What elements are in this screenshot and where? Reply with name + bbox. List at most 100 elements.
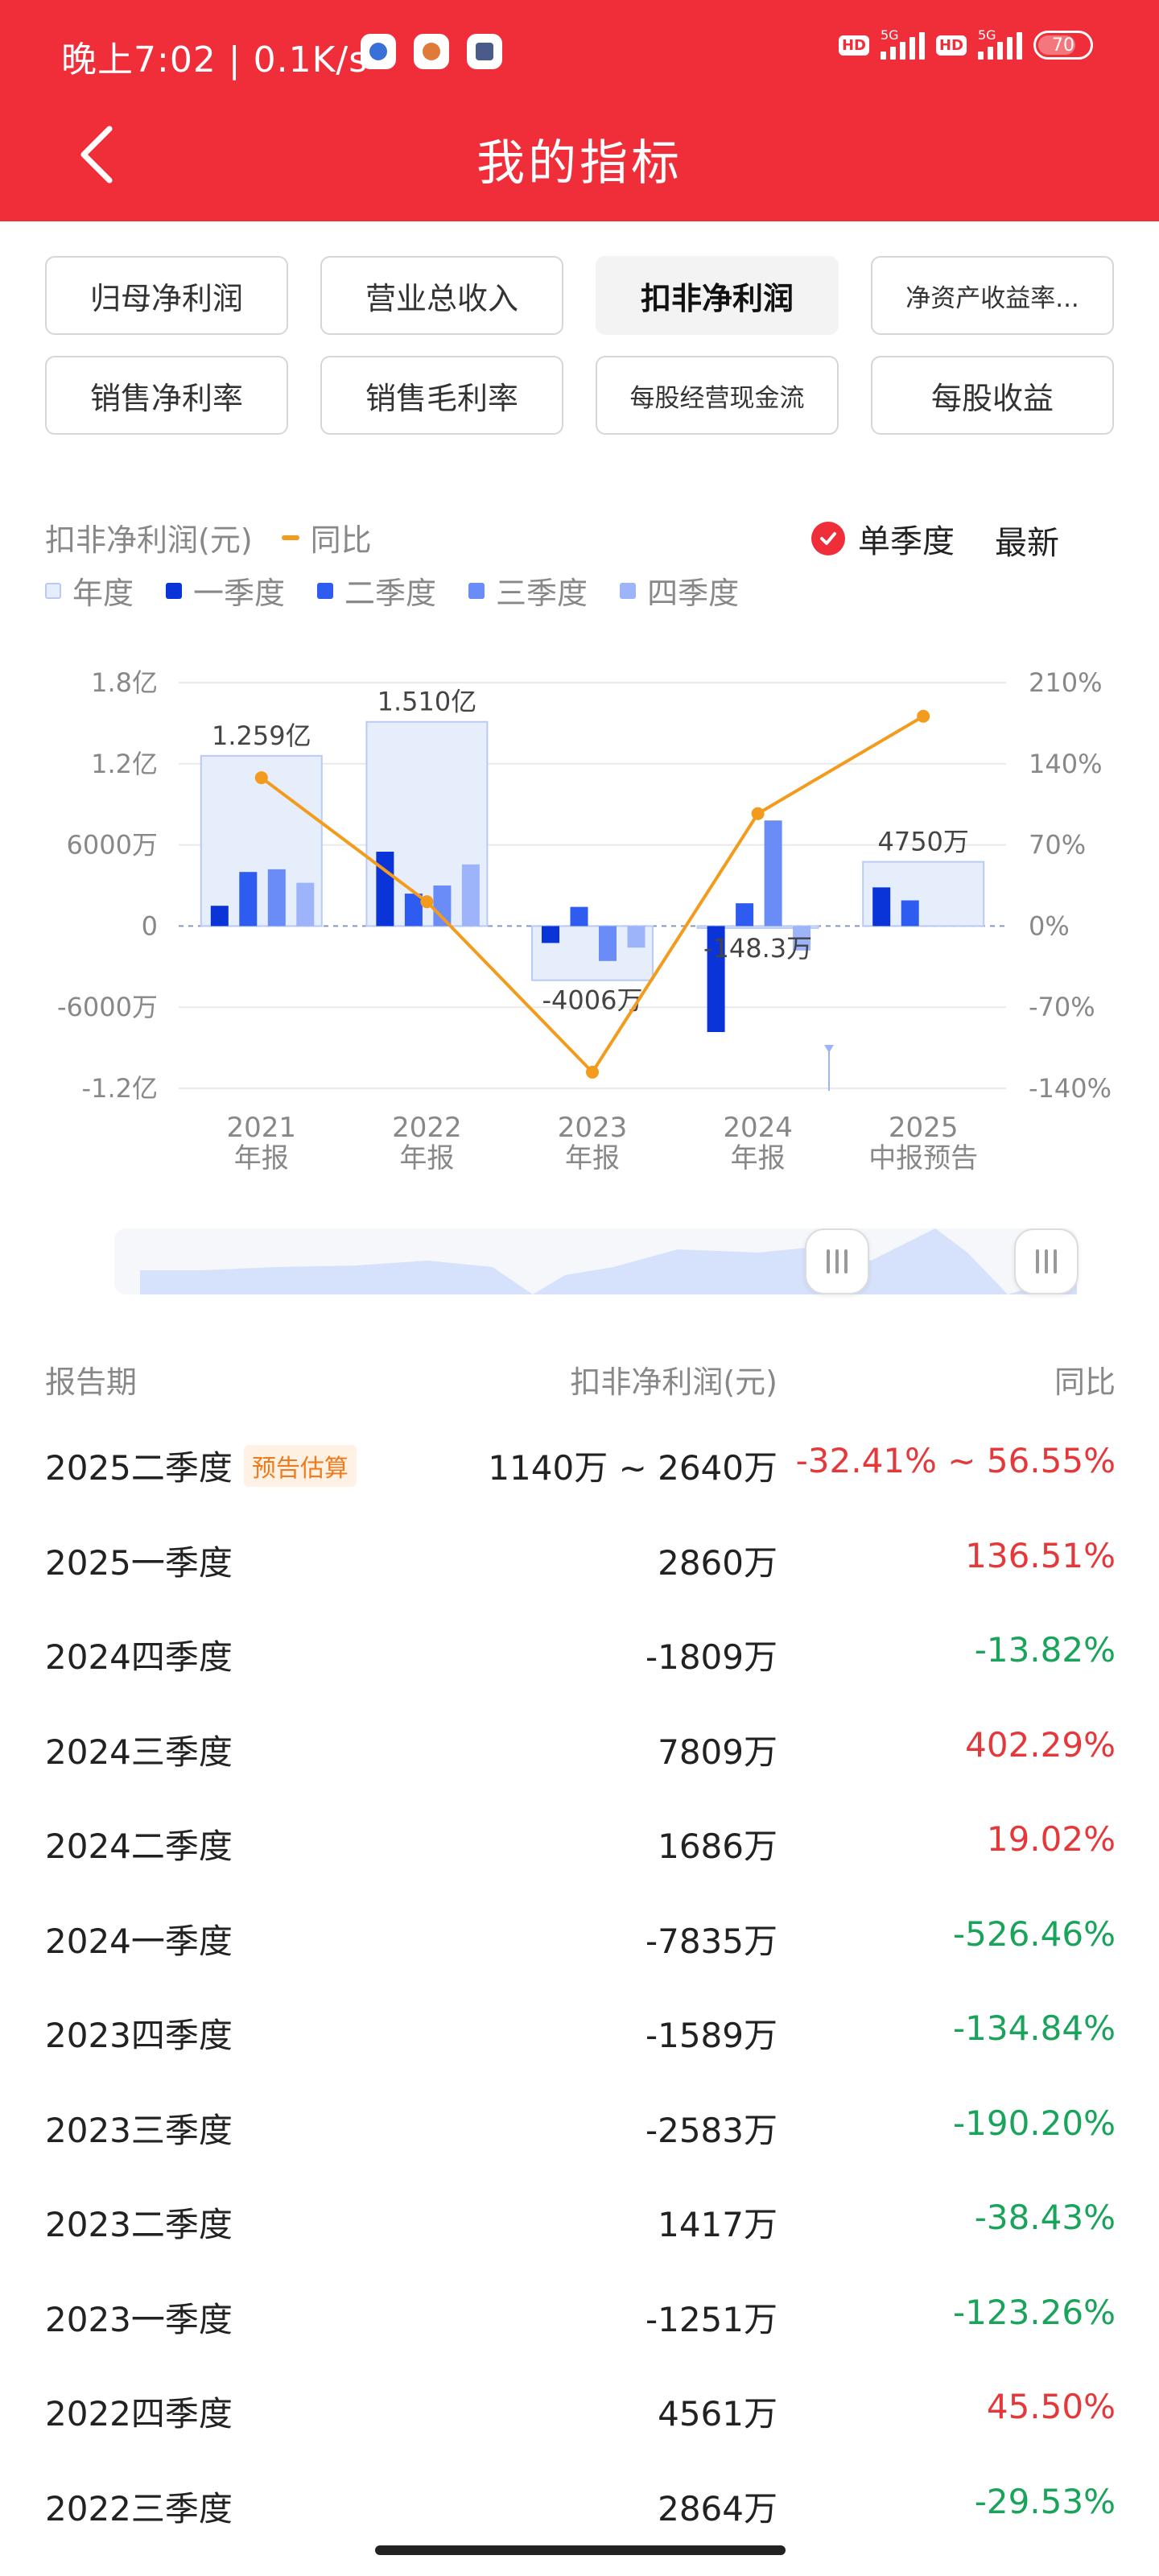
- row-period: 2023一季度: [45, 2299, 233, 2339]
- quarter-bar: [599, 926, 617, 961]
- left-axis-tick-label: 1.2亿: [91, 749, 158, 779]
- right-axis-tick-label: -70%: [1029, 992, 1095, 1022]
- category-label: 中报预告: [868, 1142, 978, 1174]
- table-row[interactable]: 2022四季度 4561万 45.50%: [45, 2387, 1116, 2482]
- tab-operating-cashflow-per-share[interactable]: 每股经营现金流: [596, 356, 839, 435]
- row-period: 2025一季度: [45, 1542, 233, 1583]
- row-value: 1417万: [658, 2205, 777, 2244]
- row-period: 2023二季度: [45, 2205, 233, 2244]
- legend-item-q1[interactable]: 一季度: [166, 568, 285, 613]
- tab-parent-net-profit[interactable]: 归母净利润: [45, 256, 288, 335]
- tab-total-revenue[interactable]: 营业总收入: [320, 256, 563, 335]
- table-row[interactable]: 2023三季度 -2583万 -190.20%: [45, 2103, 1116, 2198]
- profit-chart[interactable]: 1.8亿 1.2亿 6000万 0 -6000万 -1.2亿 210% 140% 70% 0% -7…: [0, 644, 1159, 1208]
- annual-value-label: -4006万: [542, 985, 643, 1016]
- annual-bar: [696, 925, 819, 929]
- legend-item-annual[interactable]: 年度: [45, 568, 134, 613]
- quarter-bar: [627, 926, 645, 948]
- table-row[interactable]: 2024三季度 7809万 402.29%: [45, 1725, 1116, 1820]
- yoy-point: [751, 807, 765, 820]
- quarter-bar: [296, 882, 315, 927]
- quarter-bar: [461, 864, 480, 927]
- quarter-bar: [404, 894, 423, 927]
- legend-item-q2[interactable]: 二季度: [317, 568, 436, 613]
- table-row[interactable]: 2024一季度 -7835万 -526.46%: [45, 1914, 1116, 2009]
- slider-handle-left[interactable]: [805, 1228, 869, 1294]
- left-axis-tick-label: -1.2亿: [82, 1073, 158, 1104]
- tab-gross-margin[interactable]: 销售毛利率: [320, 356, 563, 435]
- table-row[interactable]: 2025二季度 预告估算 1140万 ~ 2640万 -32.41% ~ 56.5…: [45, 1441, 1116, 1536]
- row-yoy: -32.41% ~ 56.55%: [795, 1441, 1116, 1480]
- back-arrow-icon[interactable]: [74, 122, 122, 187]
- row-value: -2583万: [645, 2110, 777, 2150]
- home-indicator[interactable]: [375, 2545, 786, 2555]
- category-label: 年报: [399, 1142, 454, 1174]
- single-quarter-toggle[interactable]: 单季度: [811, 515, 955, 562]
- tab-eps[interactable]: 每股收益: [871, 356, 1114, 435]
- quarter-bar: [707, 926, 725, 1033]
- category-label: 2024: [723, 1112, 793, 1144]
- row-period: 2024二季度: [45, 1827, 233, 1866]
- annual-value-label: 1.510亿: [377, 687, 477, 717]
- annual-value-label: -148.3万: [703, 933, 812, 964]
- row-period: 2022三季度: [45, 2488, 233, 2529]
- left-axis-tick-label: 6000万: [67, 830, 158, 861]
- latest-button[interactable]: 最新: [995, 525, 1059, 562]
- row-value: -1589万: [645, 2016, 777, 2055]
- legend-item-q3[interactable]: 三季度: [468, 568, 588, 613]
- category-label: 2021: [227, 1112, 297, 1144]
- right-axis-tick-label: 0%: [1029, 910, 1070, 941]
- column-header-yoy: 同比: [1054, 1364, 1116, 1400]
- table-row[interactable]: 2024二季度 1686万 19.02%: [45, 1819, 1116, 1914]
- right-axis-tick-label: -140%: [1029, 1073, 1112, 1104]
- signal-icon: 5G: [880, 27, 925, 60]
- quarter-bar: [901, 900, 919, 927]
- category-label: 2025: [889, 1112, 959, 1144]
- tab-roe[interactable]: 净资产收益率...: [871, 256, 1114, 335]
- table-row[interactable]: 2023一季度 -1251万 -123.26%: [45, 2293, 1116, 2388]
- page-title: 我的指标: [476, 135, 683, 192]
- quarter-bar: [239, 872, 258, 927]
- row-yoy: -526.46%: [952, 1913, 1116, 1954]
- right-axis-tick-label: 140%: [1029, 749, 1102, 779]
- category-label: 年报: [731, 1142, 786, 1174]
- row-value: 4561万: [658, 2394, 777, 2434]
- table-header: 报告期 扣非净利润(元) 同比: [45, 1357, 1116, 1400]
- status-bar: 晚上7:02 | 0.1K/s HD 5G HD 5G 70: [0, 0, 1159, 105]
- annual-value-label: 4750万: [877, 827, 968, 857]
- range-slider[interactable]: [114, 1228, 1079, 1294]
- quarter-bar: [210, 906, 229, 927]
- slider-handle-right[interactable]: [1014, 1228, 1079, 1294]
- quarter-bar: [433, 886, 452, 927]
- status-indicators: HD 5G HD 5G 70: [838, 27, 1093, 60]
- category-label: 年报: [234, 1142, 289, 1174]
- left-axis-tick-label: 0: [142, 910, 158, 941]
- quarter-bar: [764, 820, 782, 927]
- table-row[interactable]: 2022三季度 2864万 -29.53%: [45, 2482, 1116, 2576]
- quarter-bar: [793, 926, 811, 951]
- notification-app-icon: [467, 34, 502, 69]
- slider-overview-sparkline: [140, 1228, 1077, 1294]
- row-period: 2022四季度: [45, 2394, 233, 2434]
- right-axis-tick-label: 70%: [1029, 830, 1086, 861]
- tab-net-margin[interactable]: 销售净利率: [45, 356, 288, 435]
- tab-deducted-net-profit[interactable]: 扣非净利润: [596, 256, 839, 335]
- row-yoy: -190.20%: [952, 2103, 1116, 2143]
- table-row[interactable]: 2023二季度 1417万 -38.43%: [45, 2198, 1116, 2293]
- left-axis-tick-label: -6000万: [57, 992, 158, 1022]
- row-period: 2025二季度: [45, 1448, 233, 1488]
- table-row[interactable]: 2024四季度 -1809万 -13.82%: [45, 1630, 1116, 1725]
- row-yoy: -13.82%: [974, 1630, 1116, 1670]
- row-yoy: 402.29%: [965, 1724, 1116, 1765]
- row-yoy: -123.26%: [952, 2292, 1116, 2332]
- column-header-period: 报告期: [45, 1364, 138, 1400]
- legend-item-q4[interactable]: 四季度: [620, 568, 739, 613]
- table-row[interactable]: 2023四季度 -1589万 -134.84%: [45, 2008, 1116, 2103]
- row-value: 2860万: [658, 1542, 777, 1583]
- row-value: -1809万: [645, 1637, 777, 1677]
- forecast-badge: 预告估算: [243, 1444, 357, 1487]
- table-row[interactable]: 2025一季度 2860万 136.51%: [45, 1536, 1116, 1631]
- row-yoy: -38.43%: [974, 2198, 1116, 2237]
- yoy-point: [254, 771, 268, 785]
- category-label: 年报: [565, 1142, 620, 1174]
